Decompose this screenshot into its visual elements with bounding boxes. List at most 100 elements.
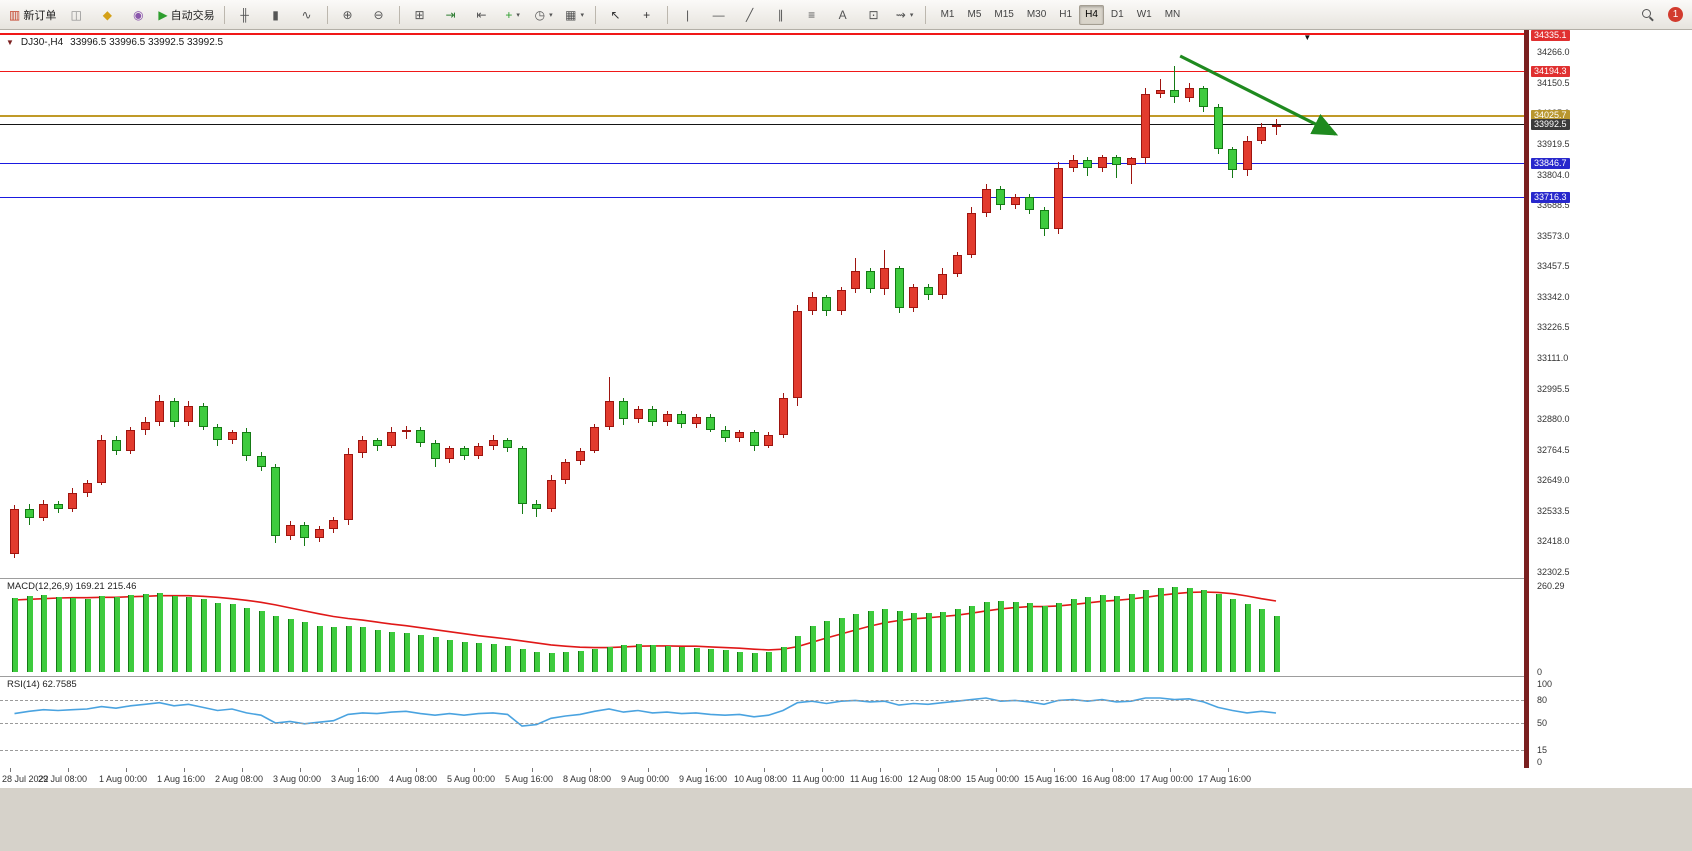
- vertical-line-button[interactable]: |: [673, 3, 703, 27]
- macd-histogram-bar: [287, 619, 294, 672]
- search-button[interactable]: [1633, 3, 1663, 27]
- candle: [561, 461, 570, 480]
- level-line-33846.7[interactable]: [0, 162, 1524, 164]
- candle: [778, 398, 788, 436]
- price-axis[interactable]: 34266.034150.534035.033919.533804.033688…: [1529, 30, 1692, 768]
- time-tick-label: 16 Aug 08:00: [1082, 774, 1136, 784]
- timeframe-m15-button[interactable]: M15: [994, 9, 1014, 20]
- auto-trading-button[interactable]: ▶ 自动交易: [154, 3, 218, 27]
- macd-histogram-bar: [592, 648, 598, 672]
- macd-histogram-bar: [679, 646, 685, 672]
- text-button[interactable]: A: [828, 3, 858, 27]
- chart-shift-button[interactable]: ⇤: [467, 3, 497, 27]
- trendline-button[interactable]: ╱: [735, 3, 765, 27]
- fibonacci-button[interactable]: ≡: [797, 3, 827, 27]
- level-line-33716.3[interactable]: [0, 197, 1524, 199]
- label-button[interactable]: ⊡: [859, 3, 889, 27]
- candle: [691, 416, 701, 425]
- candle: [285, 525, 295, 536]
- auto-scroll-button[interactable]: ⇥: [436, 3, 466, 27]
- timeframe-h1-button[interactable]: H1: [1059, 9, 1073, 20]
- macd-pane-separator[interactable]: [0, 578, 1692, 579]
- macd-histogram-bar: [26, 596, 33, 672]
- channel-button[interactable]: ∥: [766, 3, 796, 27]
- new-order-button[interactable]: ▥ 新订单: [5, 3, 60, 27]
- candle: [1039, 210, 1049, 229]
- symbol-dropdown-icon[interactable]: ▼: [6, 37, 14, 47]
- horizontal-line-button[interactable]: —: [704, 3, 734, 27]
- timeframe-m30-button[interactable]: M30: [1026, 9, 1047, 20]
- rsi-pane-separator[interactable]: [0, 676, 1692, 677]
- timeframe-h4-button[interactable]: H4: [1079, 4, 1104, 25]
- object-marker-icon[interactable]: ▼: [1303, 32, 1312, 42]
- line-chart-icon: ∿: [301, 7, 312, 22]
- chart-window-button[interactable]: ◫: [61, 3, 91, 27]
- periods-button[interactable]: ◷ ▾: [529, 3, 559, 27]
- indicators-button[interactable]: + ▾: [498, 3, 528, 27]
- quotes-icon: ◆: [102, 7, 112, 22]
- templates-button[interactable]: ▦ ▾: [560, 3, 590, 27]
- bar-chart-button[interactable]: ╫: [230, 3, 260, 27]
- tile-windows-button[interactable]: ⊞: [405, 3, 435, 27]
- rsi-level-line: [0, 750, 1524, 752]
- quotes-button[interactable]: ◆: [92, 3, 122, 27]
- candle: [1068, 159, 1078, 168]
- candle: [546, 480, 556, 510]
- time-tick: [764, 768, 765, 772]
- candle: [1025, 196, 1034, 210]
- time-tick: [590, 768, 591, 772]
- candle: [923, 286, 933, 295]
- level-line-34194.3[interactable]: [0, 70, 1524, 72]
- macd-histogram-bar: [621, 644, 627, 672]
- level-line-34025.7[interactable]: [0, 114, 1524, 117]
- support-button[interactable]: ◉: [123, 3, 153, 27]
- time-tick-label: 9 Aug 00:00: [621, 774, 670, 784]
- zoom-in-button[interactable]: ⊕: [333, 3, 363, 27]
- macd-histogram-bar: [476, 642, 482, 672]
- candle: [1010, 196, 1020, 205]
- candle: [488, 440, 498, 446]
- macd-histogram-bar: [389, 631, 395, 672]
- channel-icon: ∥: [777, 7, 784, 22]
- timeframe-w1-button[interactable]: W1: [1136, 9, 1152, 20]
- time-tick: [1112, 768, 1113, 772]
- level-line-33992.5[interactable]: [0, 124, 1524, 126]
- label-icon: ⊡: [868, 7, 879, 22]
- rsi-pane[interactable]: [0, 676, 1524, 768]
- notification-badge[interactable]: 1: [1668, 7, 1683, 22]
- zoom-in-icon: ⊕: [342, 7, 353, 22]
- candle: [793, 310, 802, 398]
- time-tick: [532, 768, 533, 772]
- toolbar-separator: [666, 5, 668, 24]
- macd-histogram-bar: [519, 648, 526, 672]
- time-axis[interactable]: 28 Jul 2022 29 Jul 08:00 1 Aug 00:00 1 Aug …: [0, 768, 1692, 788]
- price-tag: 34025.7: [1531, 110, 1570, 122]
- macd-histogram-bar: [244, 607, 250, 672]
- timeframe-m5-button[interactable]: M5: [967, 9, 982, 20]
- timeframe-m1-button[interactable]: M1: [940, 9, 955, 20]
- crosshair-button[interactable]: +: [632, 3, 662, 27]
- macd-pane[interactable]: [0, 578, 1524, 676]
- zoom-out-button[interactable]: ⊖: [364, 3, 394, 27]
- macd-histogram-bar: [461, 641, 468, 672]
- time-tick-label: 3 Aug 16:00: [331, 774, 380, 784]
- candle: [82, 482, 92, 494]
- candle: [39, 503, 48, 519]
- timeframe-mn-button[interactable]: MN: [1164, 9, 1181, 20]
- candle: [459, 448, 469, 457]
- macd-histogram-bar: [737, 651, 743, 672]
- line-chart-button[interactable]: ∿: [292, 3, 322, 27]
- arrows-button[interactable]: ⇝ ▾: [890, 3, 920, 27]
- candle: [256, 456, 266, 467]
- chart-border-strip: [1524, 30, 1529, 768]
- candle: [169, 400, 179, 422]
- candlestick-chart-button[interactable]: ▮: [261, 3, 291, 27]
- candle: [952, 255, 962, 274]
- macd-histogram-bar: [142, 594, 149, 672]
- level-line-34335.1[interactable]: [0, 33, 1524, 35]
- price-chart-plot[interactable]: ▼: [0, 30, 1524, 578]
- candle: [938, 273, 947, 295]
- cursor-button[interactable]: ↖: [601, 3, 631, 27]
- timeframe-d1-button[interactable]: D1: [1110, 9, 1124, 20]
- macd-histogram-bar: [273, 615, 279, 672]
